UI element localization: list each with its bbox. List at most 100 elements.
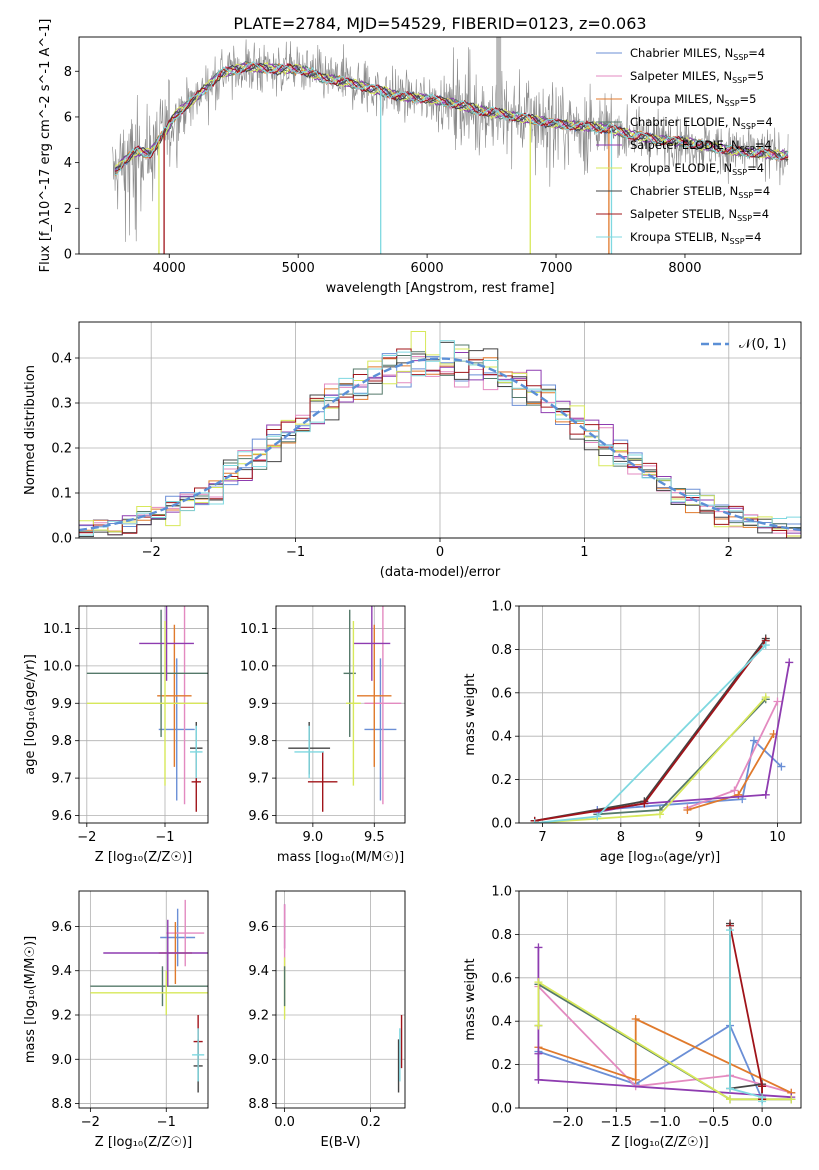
weight-marker (534, 1049, 543, 1058)
weight-marker (726, 926, 735, 935)
plots-layer: 4000 5000 6000 7000 8000 0 2 4 6 8 wavelength [Ang… (23, 19, 802, 1150)
y-tick-label: 0.1 (51, 487, 72, 502)
x-tick-label: 9.5 (364, 830, 385, 845)
x-tick-label: 10 (769, 830, 786, 845)
x-axis-label: Z [log₁₀(Z/Z☉)] (95, 1135, 192, 1150)
y-tick-label: 9.7 (51, 772, 72, 787)
axes-frame (518, 890, 802, 1109)
x-tick-label: 6000 (411, 261, 444, 276)
weight-marker (534, 943, 543, 952)
y-tick-label: 8.8 (51, 1097, 72, 1112)
weight-marker (534, 1075, 543, 1084)
x-tick-label: 8000 (668, 261, 701, 276)
weight-line (729, 925, 763, 1100)
y-axis-label: mass [log₁₀(M/M☉)] (23, 936, 38, 1063)
y-axis-label: mass weight (463, 958, 478, 1040)
y-tick-label: 9.0 (248, 1053, 269, 1068)
y-tick-label: 9.8 (51, 734, 72, 749)
y-tick-label: 0.8 (491, 928, 512, 943)
x-tick-label: −2 (81, 1115, 100, 1130)
weight-marker (750, 736, 758, 745)
y-tick-label: 0.6 (491, 686, 512, 701)
plot-area-weight_vs_age (530, 634, 794, 823)
y-tick-label: 0.4 (51, 352, 72, 367)
x-tick-label: 5000 (282, 261, 315, 276)
spectrum-model-line (114, 61, 789, 176)
y-tick-label: 0.2 (491, 1058, 512, 1073)
x-tick-label: −2.0 (552, 1115, 584, 1130)
plot-area-spectrum (112, 37, 789, 254)
axes-frame (518, 605, 802, 824)
legend-label: Kroupa STELIB, NSSP=4 (630, 230, 761, 246)
figure-title: PLATE=2784, MJD=54529, FIBERID=0123, z=0… (233, 14, 646, 33)
x-tick-label: −1 (155, 830, 174, 845)
x-tick-label: 7 (538, 830, 546, 845)
x-axis-label: Z [log₁₀(Z/Z☉)] (95, 850, 192, 865)
y-tick-label: 9.7 (248, 772, 269, 787)
y-tick-label: 10.0 (240, 659, 269, 674)
y-tick-label: 9.4 (248, 964, 269, 979)
axes-age_vs_Z: −2 −1 9.6 9.7 9.8 9.9 10.0 10.1 Z [log₁₀(Z/Z☉)] a… (23, 605, 209, 865)
axes-frame (275, 605, 406, 824)
y-tick-label: 9.9 (51, 697, 72, 712)
axes-weight_vs_Z: −2.0 −1.5 −1.0 −0.5 0.0 0.0 0.2 0.4 0.6 0.8 1.0 Z [… (463, 885, 802, 1150)
weight-marker (773, 697, 782, 706)
weight-marker (787, 1095, 796, 1104)
x-tick-label: 1 (580, 545, 588, 560)
weight-marker (656, 810, 664, 819)
legend-label: Kroupa ELODIE, NSSP=4 (630, 161, 764, 177)
axes-frame (78, 321, 802, 539)
x-axis-label: age [log₁₀(age/yr)] (600, 850, 721, 865)
x-tick-label: 9 (695, 830, 703, 845)
x-tick-label: −1 (157, 1115, 176, 1130)
y-tick-label: 10.1 (240, 622, 269, 637)
weight-marker (761, 790, 770, 799)
weight-marker (785, 658, 794, 667)
y-tick-label: 1.0 (491, 600, 512, 615)
y-tick-label: 0.4 (491, 1015, 512, 1030)
axes-frame (78, 36, 802, 255)
axes-mass_vs_ebv: 0.0 0.2 8.8 9.0 9.2 9.4 9.6 E(B-V) (248, 890, 406, 1150)
plot-area-weight_vs_Z (534, 919, 796, 1106)
axes-age_vs_mass: 9.0 9.5 9.6 9.7 9.8 9.9 10.0 10.1 mass [log₁₀(M/… (240, 605, 406, 865)
weight-marker (761, 641, 770, 650)
legend-label: Salpeter STELIB, NSSP=4 (630, 207, 769, 223)
weight-marker (730, 786, 739, 795)
y-tick-label: 10.0 (43, 659, 72, 674)
x-tick-label: −2 (142, 545, 161, 560)
y-tick-label: 9.6 (51, 920, 72, 935)
y-axis-label: Flux [f_λ10^-17 erg cm^-2 s^-1 A^-1] (38, 19, 53, 273)
axes-frame (78, 605, 209, 824)
legend-label: Chabrier MILES, NSSP=4 (630, 46, 765, 62)
weight-line (534, 637, 767, 822)
weight-marker (640, 799, 649, 808)
axes-frame (78, 890, 209, 1109)
weight-marker (593, 812, 602, 821)
x-tick-label: 0 (436, 545, 444, 560)
x-tick-label: −0.5 (698, 1115, 730, 1130)
y-tick-label: 0 (64, 248, 72, 263)
x-tick-label: −2 (77, 830, 96, 845)
legend-label: Chabrier ELODIE, NSSP=4 (630, 115, 773, 131)
y-tick-label: 9.0 (51, 1053, 72, 1068)
weight-marker (758, 1082, 767, 1091)
plot-area-mass_vs_Z (90, 899, 208, 1093)
plot-area-mass_vs_ebv (283, 904, 403, 1093)
x-tick-label: 0.0 (274, 1115, 295, 1130)
y-tick-label: 0.8 (491, 643, 512, 658)
y-tick-label: 6 (64, 110, 72, 125)
weight-marker (777, 762, 786, 771)
x-tick-label: 9.0 (303, 830, 324, 845)
y-tick-label: 0.4 (491, 730, 512, 745)
x-axis-label: mass [log₁₀(M/M☉)] (277, 850, 404, 865)
y-tick-label: 4 (64, 156, 72, 171)
axes-mass_vs_Z: −2 −1 8.8 9.0 9.2 9.4 9.6 Z [log₁₀(Z/Z☉)] mass [… (23, 890, 209, 1150)
weight-line (687, 701, 779, 809)
weight-marker (726, 1095, 735, 1104)
y-tick-label: 9.6 (248, 809, 269, 824)
y-axis-label: age [log₁₀(age/yr)] (23, 654, 38, 775)
spectrum-model-line (114, 61, 789, 167)
y-tick-label: 9.6 (51, 809, 72, 824)
spectrum-model-line (114, 62, 789, 172)
